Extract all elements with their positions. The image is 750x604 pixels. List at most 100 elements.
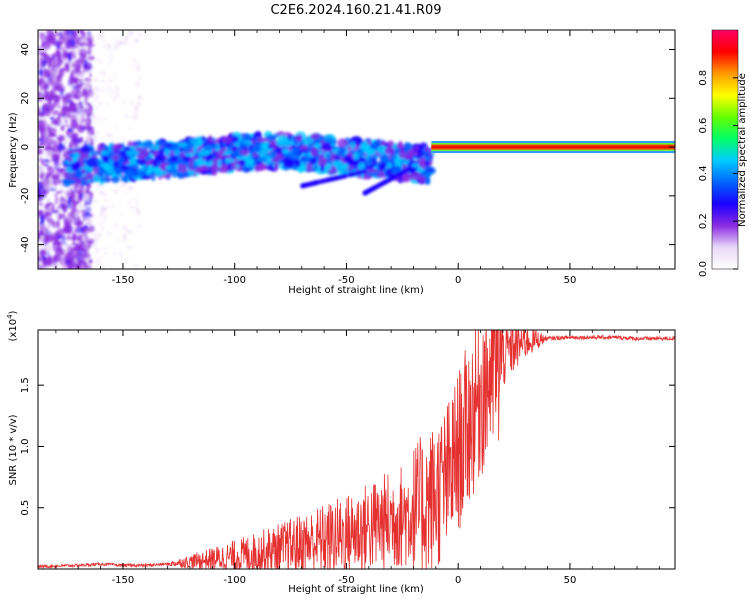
heat-blob xyxy=(102,191,107,197)
heat-blob xyxy=(61,147,69,152)
heat-blob xyxy=(90,65,95,70)
heat-blob xyxy=(368,149,377,155)
heat-blob xyxy=(91,150,101,156)
heat-blob xyxy=(95,77,98,83)
heat-blob xyxy=(397,171,403,177)
heat-blob xyxy=(66,235,71,240)
heat-blob xyxy=(348,171,354,177)
heat-blob xyxy=(64,118,68,124)
heat-blob xyxy=(70,40,73,49)
heat-blob xyxy=(101,87,105,93)
heat-blob xyxy=(89,84,92,94)
heat-blob xyxy=(70,162,78,172)
colorbar-tick-label: 0.2 xyxy=(698,213,709,229)
heat-blob xyxy=(78,30,84,35)
heat-blob xyxy=(238,159,246,167)
heat-blob xyxy=(380,161,386,171)
heat-blob xyxy=(98,222,102,225)
x-tick-label: -150 xyxy=(112,575,135,586)
heat-blob xyxy=(57,146,61,151)
heat-blob xyxy=(87,237,93,242)
heat-blob xyxy=(115,92,120,99)
heat-blob xyxy=(95,94,100,99)
spectrogram-xlabel: Height of straight line (km) xyxy=(288,285,424,296)
heat-blob xyxy=(217,159,222,167)
heat-blob xyxy=(106,231,111,237)
y-tick-label: -20 xyxy=(20,188,31,204)
heat-blob xyxy=(289,150,301,161)
spectrogram-axes: -150 -100 -50 0 50 -40 -20 0 20 40 xyxy=(20,30,675,286)
heat-blob xyxy=(105,133,111,137)
heat-blob xyxy=(50,210,59,213)
heat-blob xyxy=(61,107,67,115)
heat-blob xyxy=(100,137,105,140)
snr-exponent-label: (x104) xyxy=(6,310,19,341)
heat-blob xyxy=(335,175,341,181)
heat-blob xyxy=(73,30,78,39)
heat-blob xyxy=(294,158,301,168)
heat-blob xyxy=(158,148,164,157)
heat-blob xyxy=(128,30,134,35)
heat-blob xyxy=(136,209,140,214)
heat-blob xyxy=(177,142,188,148)
heat-blob xyxy=(68,221,75,225)
heat-blob xyxy=(74,138,81,143)
heat-blob xyxy=(330,176,336,182)
heat-blob xyxy=(62,178,72,188)
heat-blob xyxy=(66,259,70,264)
heat-blob xyxy=(224,158,236,163)
x-tick-label: -50 xyxy=(338,275,354,286)
heat-blob xyxy=(131,57,135,61)
heat-blob xyxy=(75,189,82,194)
spectrogram-panel: -150 -100 -50 0 50 -40 -20 0 20 40 Height of stra… xyxy=(8,29,676,296)
heat-blob xyxy=(66,30,75,38)
heat-blob xyxy=(310,133,321,139)
heat-blob xyxy=(367,155,373,166)
heat-blob xyxy=(60,266,68,269)
heat-blob xyxy=(134,207,141,211)
heat-blob xyxy=(321,144,334,150)
heat-blob xyxy=(96,184,102,188)
heat-blob xyxy=(102,207,107,212)
heat-blob xyxy=(70,119,79,128)
heat-blob xyxy=(51,65,55,72)
heat-blob xyxy=(303,182,309,188)
heat-blob xyxy=(58,119,63,129)
heat-blob xyxy=(137,68,141,73)
heat-blob xyxy=(73,79,78,84)
heat-blob xyxy=(123,191,127,195)
heat-blob xyxy=(128,126,132,130)
heat-blob xyxy=(208,160,214,166)
heat-blob xyxy=(62,203,68,213)
heat-blob xyxy=(337,149,346,158)
heat-blob xyxy=(325,163,332,171)
heat-blob xyxy=(40,142,46,147)
heat-blob xyxy=(106,87,113,91)
heat-blob xyxy=(38,46,43,55)
heat-blob xyxy=(96,250,100,253)
heat-blob xyxy=(129,44,133,47)
heat-blob xyxy=(86,255,91,258)
heat-blob xyxy=(75,169,83,178)
heat-blob xyxy=(64,123,69,127)
heat-blob xyxy=(73,142,78,147)
x-tick-label: 0 xyxy=(455,575,461,586)
colorbar-tick-label: 0.8 xyxy=(698,70,709,86)
heat-blob xyxy=(390,154,397,161)
heat-blob xyxy=(87,110,91,114)
heat-blob xyxy=(373,139,382,146)
heat-blob xyxy=(394,157,403,166)
heat-blob xyxy=(424,155,432,162)
heat-blob xyxy=(101,266,106,269)
heat-blob xyxy=(326,154,332,162)
snr-panel: -150 -100 -50 0 50 0.5 1.0 1.5 Height of straig… xyxy=(6,310,676,595)
heat-blob xyxy=(109,51,113,56)
heat-blob xyxy=(71,84,78,90)
heat-blob xyxy=(44,227,49,231)
heat-blob xyxy=(74,64,81,73)
heat-blob xyxy=(257,156,267,163)
heat-blob xyxy=(154,154,166,162)
heat-blob xyxy=(38,142,42,148)
heat-blob xyxy=(131,219,136,223)
